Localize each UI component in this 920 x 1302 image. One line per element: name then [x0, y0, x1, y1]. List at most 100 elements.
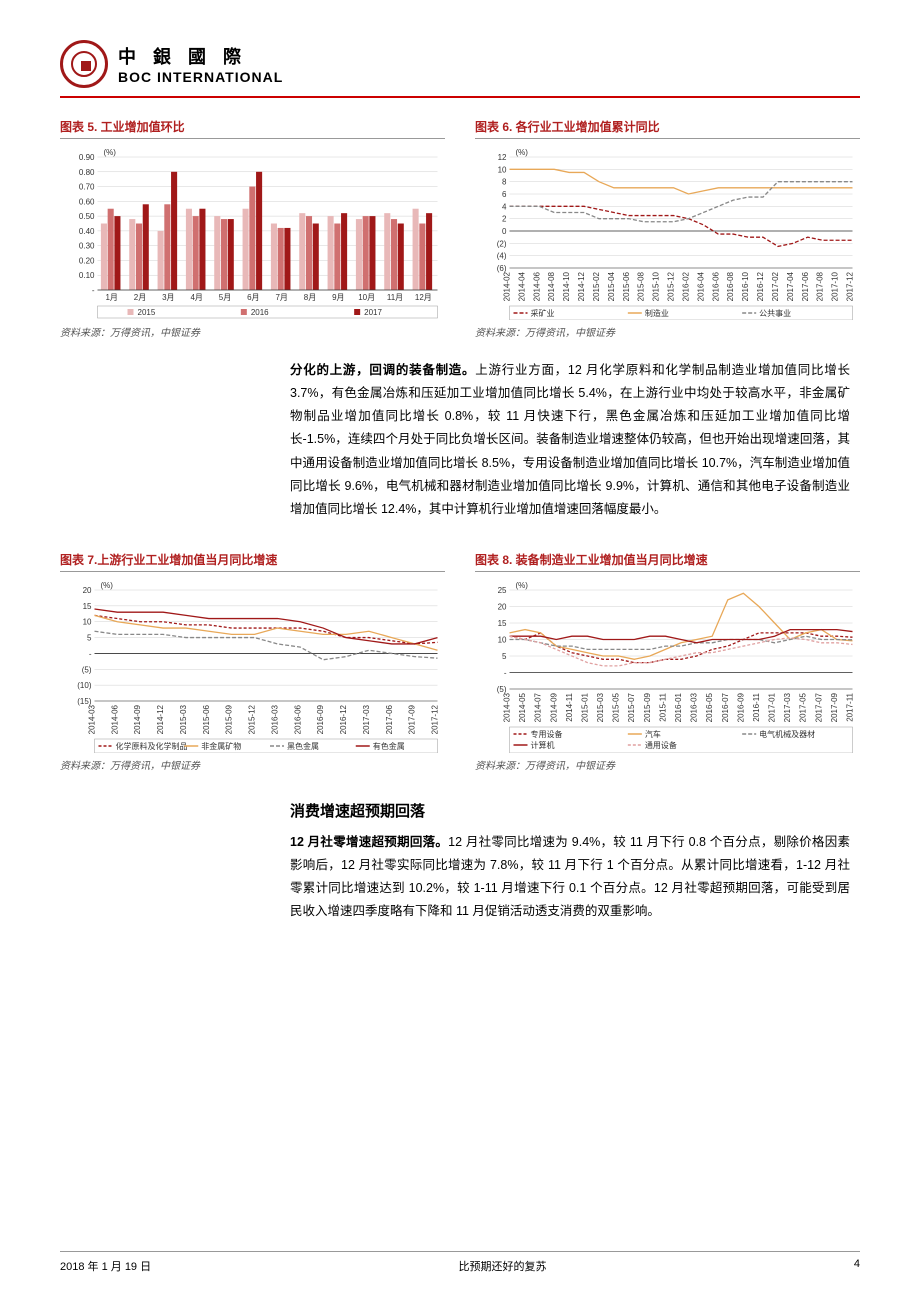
svg-text:(15): (15) [77, 697, 92, 706]
svg-text:2016-03: 2016-03 [690, 692, 699, 722]
svg-text:2016-09: 2016-09 [736, 692, 745, 722]
svg-text:2014-12: 2014-12 [156, 704, 165, 734]
svg-text:2016-06: 2016-06 [711, 271, 720, 301]
svg-text:2015-09: 2015-09 [225, 704, 234, 734]
svg-text:2015-12: 2015-12 [248, 704, 257, 734]
svg-text:11月: 11月 [387, 293, 403, 302]
svg-text:20: 20 [498, 602, 507, 611]
svg-text:2015-06: 2015-06 [622, 271, 631, 301]
footer: 2018 年 1 月 19 日 比预期还好的复苏 4 [60, 1251, 860, 1274]
svg-text:2017-06: 2017-06 [385, 704, 394, 734]
svg-text:-: - [92, 286, 95, 295]
svg-text:2017-05: 2017-05 [799, 692, 808, 722]
svg-text:2015-03: 2015-03 [596, 692, 605, 722]
svg-text:6: 6 [502, 190, 507, 199]
svg-text:2014-10: 2014-10 [562, 271, 571, 301]
svg-text:(4): (4) [497, 252, 507, 261]
brand-en: BOC INTERNATIONAL [118, 69, 283, 85]
svg-text:2016-08: 2016-08 [726, 271, 735, 301]
svg-text:2015-03: 2015-03 [179, 704, 188, 734]
svg-text:公共事业: 公共事业 [759, 308, 791, 318]
footer-title: 比预期还好的复苏 [458, 1258, 546, 1274]
svg-text:2015-01: 2015-01 [580, 692, 589, 722]
svg-text:8: 8 [502, 178, 507, 187]
svg-text:2016-07: 2016-07 [721, 692, 730, 722]
svg-text:10月: 10月 [358, 293, 375, 302]
svg-text:(5): (5) [82, 665, 92, 674]
svg-text:(5): (5) [497, 685, 507, 694]
paragraph-2: 12 月社零增速超预期回落。12 月社零同比增速为 9.4%，较 11 月下行 … [290, 831, 850, 924]
chart7-plot: (%)(15)(10)(5)-51015202014-032014-062014… [60, 578, 445, 753]
chart7-source: 资料来源：万得资讯，中银证券 [60, 757, 445, 772]
svg-text:2015-09: 2015-09 [643, 692, 652, 722]
svg-text:2014-04: 2014-04 [517, 271, 526, 301]
svg-text:(10): (10) [77, 681, 92, 690]
svg-text:2014-03: 2014-03 [88, 704, 97, 734]
footer-date: 2018 年 1 月 19 日 [60, 1258, 151, 1274]
chart7-column: 图表 7.上游行业工业增加值当月同比增速 (%)(15)(10)(5)-5101… [60, 551, 445, 772]
svg-text:2015-11: 2015-11 [658, 692, 667, 721]
svg-text:10: 10 [498, 635, 507, 644]
svg-text:2016-06: 2016-06 [293, 704, 302, 734]
svg-text:电气机械及器材: 电气机械及器材 [759, 729, 815, 739]
svg-text:2017-10: 2017-10 [831, 271, 840, 301]
svg-text:(%): (%) [104, 148, 117, 157]
chart6-plot: (%)(6)(4)(2)0246810122014-022014-042014-… [475, 145, 860, 320]
svg-text:(6): (6) [497, 264, 507, 273]
chart7-title: 图表 7.上游行业工业增加值当月同比增速 [60, 551, 445, 572]
svg-text:2017-07: 2017-07 [814, 692, 823, 722]
svg-text:2014-06: 2014-06 [110, 704, 119, 734]
svg-text:0.70: 0.70 [79, 183, 95, 192]
svg-text:4: 4 [502, 202, 507, 211]
svg-text:通用设备: 通用设备 [645, 740, 677, 750]
svg-text:2014-05: 2014-05 [518, 692, 527, 722]
svg-text:5月: 5月 [219, 293, 231, 302]
svg-text:0.80: 0.80 [79, 168, 95, 177]
header: 中 銀 國 際 BOC INTERNATIONAL [60, 40, 860, 88]
svg-text:10: 10 [498, 165, 507, 174]
svg-text:12月: 12月 [415, 293, 432, 302]
svg-text:5: 5 [87, 633, 92, 642]
svg-text:2016-09: 2016-09 [316, 704, 325, 734]
brand-cn: 中 銀 國 際 [118, 43, 283, 69]
svg-text:2015-08: 2015-08 [637, 271, 646, 301]
svg-text:2015-06: 2015-06 [202, 704, 211, 734]
svg-text:0.30: 0.30 [79, 242, 95, 251]
svg-text:有色金属: 有色金属 [373, 741, 405, 751]
svg-text:2017-04: 2017-04 [786, 271, 795, 301]
svg-text:2017-11: 2017-11 [846, 692, 855, 721]
svg-text:2015-12: 2015-12 [667, 271, 676, 301]
chart6-source: 资料来源：万得资讯，中银证券 [475, 324, 860, 339]
svg-text:2016-12: 2016-12 [339, 704, 348, 734]
svg-text:2015-05: 2015-05 [612, 692, 621, 722]
svg-text:2016-01: 2016-01 [674, 692, 683, 722]
svg-text:2015: 2015 [138, 308, 156, 317]
svg-text:黑色金属: 黑色金属 [287, 741, 319, 751]
svg-text:12: 12 [498, 153, 507, 162]
svg-text:9月: 9月 [332, 293, 344, 302]
header-rule [60, 96, 860, 98]
svg-text:采矿业: 采矿业 [531, 308, 555, 318]
svg-text:20: 20 [83, 586, 92, 595]
svg-text:计算机: 计算机 [531, 740, 555, 750]
para1-lead: 分化的上游，回调的装备制造。 [290, 363, 475, 377]
svg-text:2016-12: 2016-12 [756, 271, 765, 301]
svg-text:15: 15 [83, 602, 92, 611]
chart5-title: 图表 5. 工业增加值环比 [60, 118, 445, 139]
svg-text:2014-02: 2014-02 [503, 271, 512, 301]
svg-text:2015-02: 2015-02 [592, 271, 601, 301]
svg-text:2016-02: 2016-02 [681, 271, 690, 301]
svg-text:2016-03: 2016-03 [270, 704, 279, 734]
svg-text:2014-06: 2014-06 [532, 271, 541, 301]
svg-text:0.90: 0.90 [79, 153, 95, 162]
boc-logo-icon [60, 40, 108, 88]
svg-text:2017-02: 2017-02 [771, 271, 780, 301]
svg-text:2016-11: 2016-11 [752, 692, 761, 721]
svg-text:2月: 2月 [134, 293, 146, 302]
svg-text:6月: 6月 [247, 293, 259, 302]
svg-text:0.10: 0.10 [79, 271, 95, 280]
svg-text:2014-09: 2014-09 [549, 692, 558, 722]
svg-text:10: 10 [83, 618, 92, 627]
svg-text:7月: 7月 [275, 293, 287, 302]
svg-text:(%): (%) [101, 581, 114, 590]
